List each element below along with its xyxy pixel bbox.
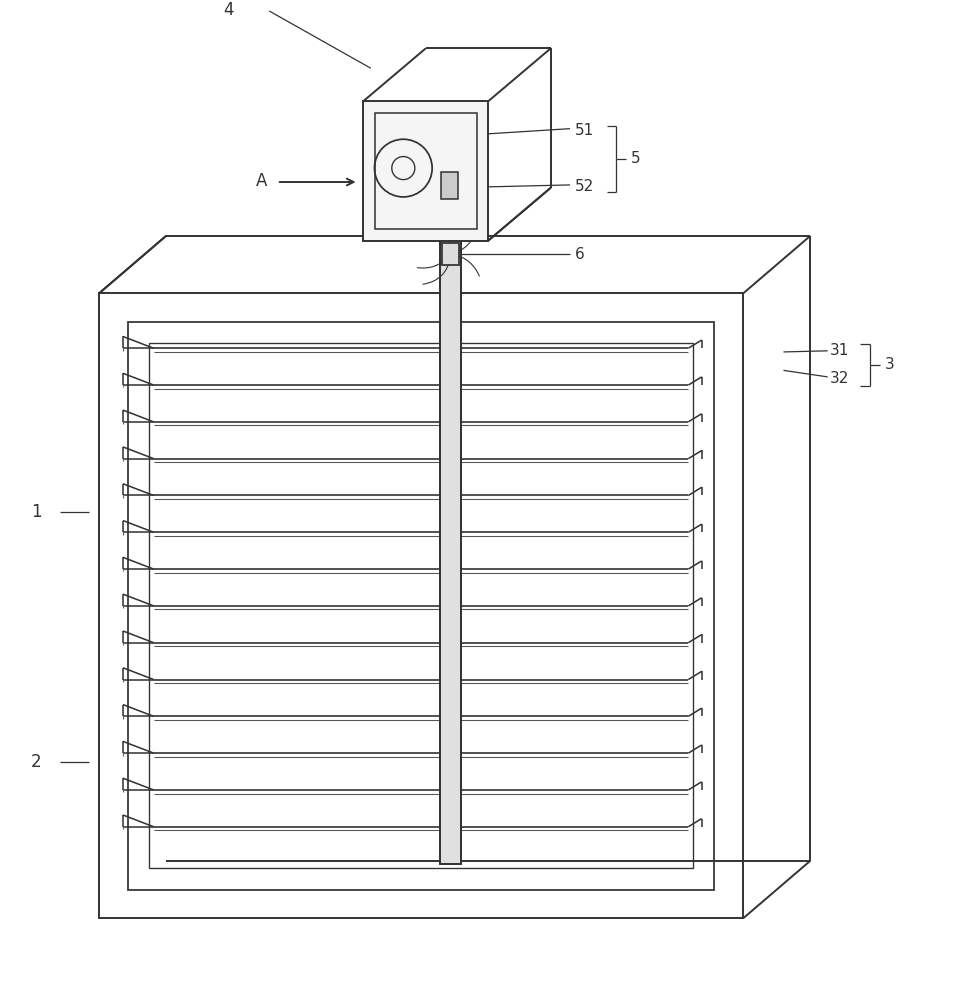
Text: 31: 31 (830, 343, 849, 358)
Bar (375, 113, 477, 229)
Text: 32: 32 (830, 371, 849, 386)
Text: 4: 4 (223, 1, 234, 19)
Text: 3: 3 (885, 357, 894, 372)
Text: 52: 52 (574, 179, 594, 194)
Text: 6: 6 (574, 247, 585, 262)
Bar (149, 343, 693, 868)
Bar (442, 243, 459, 265)
Bar (440, 226, 461, 864)
Bar (364, 101, 488, 241)
Text: 51: 51 (574, 123, 594, 138)
Text: A: A (256, 172, 267, 190)
Text: 1: 1 (31, 503, 42, 521)
Bar (99, 293, 743, 918)
Bar (441, 172, 458, 199)
Bar (128, 322, 715, 890)
Text: 5: 5 (630, 151, 640, 166)
Text: 2: 2 (31, 753, 42, 771)
